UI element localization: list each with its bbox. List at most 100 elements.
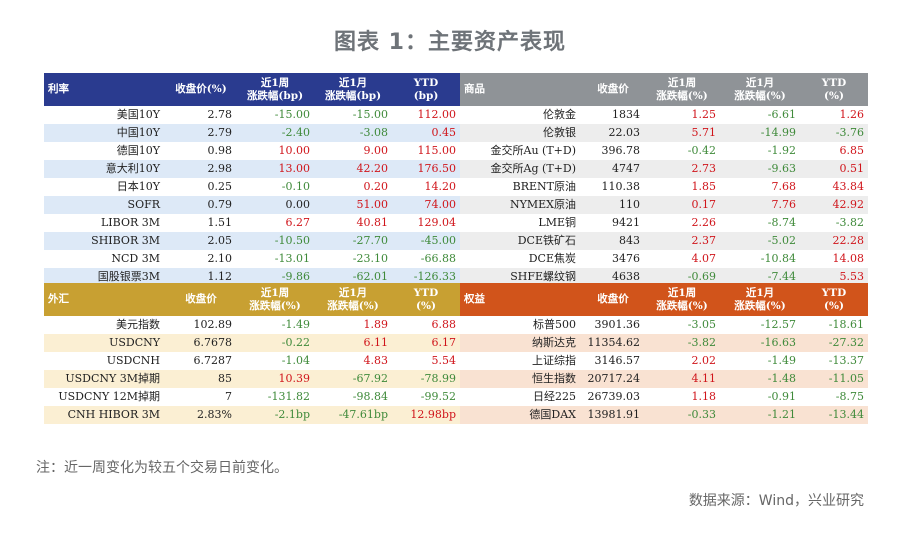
table-cell: 4.83 (363, 354, 389, 367)
table-cell: 4747 (582, 160, 644, 178)
table-cell: 5.71 (644, 124, 720, 142)
row-label: 纳斯达克 (460, 334, 582, 352)
table-cell: -1.21 (720, 406, 800, 424)
table-cell: -13.01 (274, 252, 310, 265)
table-cell: -1.49 (767, 354, 796, 367)
table-cell: -3.05 (687, 318, 716, 331)
row-label: SHIBOR 3M (44, 232, 166, 250)
row-label: 日经225 (533, 390, 576, 403)
table-cell: 14.08 (832, 252, 865, 265)
table-cell: 0.25 (207, 180, 233, 193)
equity-header-cell: 近1周 涨跌幅(%) (644, 283, 720, 316)
table-cell: -10.50 (236, 232, 314, 250)
table-cell: 1.51 (207, 216, 233, 229)
table-cell: 2.78 (207, 108, 233, 121)
table-cell: -0.33 (644, 406, 720, 424)
table-cell: 7.76 (720, 196, 800, 214)
table-row: SOFR 0.79 0.00 51.00 74.00 (44, 196, 460, 214)
table-cell: 0.20 (363, 180, 389, 193)
table-cell: -1.04 (281, 354, 310, 367)
table-cell: -14.99 (720, 124, 800, 142)
table-cell: -1.48 (720, 370, 800, 388)
table-row: 意大利10Y 2.98 13.00 42.20 176.50 (44, 160, 460, 178)
row-label: USDCNH (106, 354, 160, 367)
table-cell: -66.88 (420, 252, 456, 265)
table-row: 德国DAX 13981.91 -0.33 -1.21 -13.44 (460, 406, 868, 424)
table-cell: 6.17 (392, 334, 460, 352)
table-cell: 6.27 (285, 216, 311, 229)
row-label: 金交所Ag (T+D) (460, 160, 582, 178)
table-cell: 0.79 (166, 196, 236, 214)
table-row: SHIBOR 3M 2.05 -10.50 -27.70 -45.00 (44, 232, 460, 250)
rates-header-cell: 收盘价(%) (166, 73, 236, 106)
table-cell: 4.11 (644, 370, 720, 388)
table-row: 恒生指数 20717.24 4.11 -1.48 -11.05 (460, 370, 868, 388)
table-cell: -11.05 (800, 370, 868, 388)
row-label: 伦敦银 (460, 124, 582, 142)
table-row: 日本10Y 0.25 -0.10 0.20 14.20 (44, 178, 460, 196)
table-cell: -13.37 (828, 354, 864, 367)
row-label: BRENT原油 (512, 180, 576, 193)
row-label: 美国10Y (116, 108, 160, 121)
table-cell: 1.89 (363, 318, 389, 331)
table-cell: -8.75 (835, 390, 864, 403)
row-label: SHFE螺纹钢 (460, 268, 582, 286)
row-label: 金交所Au (T+D) (490, 144, 576, 157)
table-cell: 115.00 (417, 144, 457, 157)
table-cell: 0.17 (644, 196, 720, 214)
table-cell: -9.86 (236, 268, 314, 286)
table-cell: -0.10 (281, 180, 310, 193)
table-cell: -45.00 (392, 232, 460, 250)
table-cell: -8.74 (767, 216, 796, 229)
table-cell: -9.63 (720, 160, 800, 178)
table-cell: 0.00 (236, 196, 314, 214)
table-row: USDCNH 6.7287 -1.04 4.83 5.54 (44, 352, 460, 370)
table-cell: -3.82 (835, 216, 864, 229)
table-cell: 6.85 (839, 144, 865, 157)
table-cell: 5.54 (431, 354, 457, 367)
table-cell: 5.53 (800, 268, 868, 286)
table-cell: 6.7287 (193, 354, 233, 367)
table-cell: -0.22 (236, 334, 314, 352)
equity-header-row: 权益 收盘价 近1周 涨跌幅(%) 近1月 涨跌幅(%) YTD (%) (460, 283, 868, 316)
table-cell: 2.37 (644, 232, 720, 250)
equity-header-cell: 近1月 涨跌幅(%) (720, 283, 800, 316)
table-cell: -23.10 (352, 252, 388, 265)
commodities-header-cell: 近1月 涨跌幅(%) (720, 73, 800, 106)
rates-header-row: 利率 收盘价(%) 近1周 涨跌幅(bp) 近1月 涨跌幅(bp) YTD (bp) (44, 73, 460, 106)
table-cell: 51.00 (314, 196, 392, 214)
table-row: 日经225 26739.03 1.18 -0.91 -8.75 (460, 388, 868, 406)
rates-header-cell: 近1月 涨跌幅(bp) (314, 73, 392, 106)
table-row: NYMEX原油 110 0.17 7.76 42.92 (460, 196, 868, 214)
fx-header-cell: YTD (%) (392, 283, 460, 316)
table-cell: 2.02 (691, 354, 717, 367)
table-cell: 85 (166, 370, 236, 388)
table-row: USDCNY 3M掉期 85 10.39 -67.92 -78.99 (44, 370, 460, 388)
table-cell: -0.91 (767, 390, 796, 403)
equity-header-cell: YTD (%) (800, 283, 868, 316)
table-cell: 2.05 (166, 232, 236, 250)
table-cell: 0.98 (207, 144, 233, 157)
table-row: NCD 3M 2.10 -13.01 -23.10 -66.88 (44, 250, 460, 268)
fx-table: 外汇 收盘价 近1周 涨跌幅(%) 近1月 涨跌幅(%) YTD (%) 美元指数 102.89-… (44, 283, 460, 424)
table-cell: 2.83% (166, 406, 236, 424)
table-cell: 2.79 (166, 124, 236, 142)
table-cell: -7.44 (720, 268, 800, 286)
table-cell: 6.11 (314, 334, 392, 352)
rates-table: 利率 收盘价(%) 近1周 涨跌幅(bp) 近1月 涨跌幅(bp) YTD (bp) 美国10Y… (44, 73, 460, 286)
row-label: USDCNY 12M掉期 (58, 390, 160, 403)
table-cell: -47.61bp (314, 406, 392, 424)
table-cell: -126.33 (392, 268, 460, 286)
row-label: LME铜 (538, 216, 576, 229)
table-cell: 0.51 (800, 160, 868, 178)
table-cell: 40.81 (356, 216, 389, 229)
table-row: 伦敦金 1834 1.25 -6.61 1.26 (460, 106, 868, 124)
table-cell: -99.52 (420, 390, 456, 403)
table-cell: -27.70 (314, 232, 392, 250)
footnote: 注：近一周变化为较五个交易日前变化。 (36, 460, 288, 476)
table-row: LME铜 9421 2.26 -8.74 -3.82 (460, 214, 868, 232)
table-cell: 9421 (612, 216, 640, 229)
table-cell: 9.00 (363, 144, 389, 157)
table-row: 德国10Y 0.98 10.00 9.00 115.00 (44, 142, 460, 160)
table-row: 美元指数 102.89 -1.49 1.89 6.88 (44, 316, 460, 334)
